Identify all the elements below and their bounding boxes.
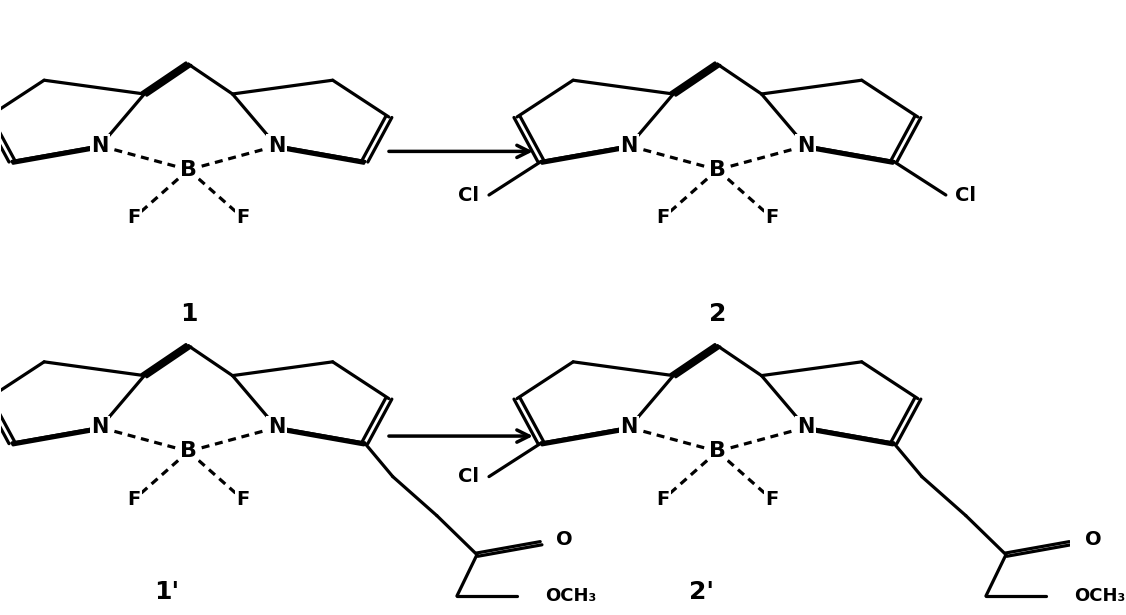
Text: F: F xyxy=(766,490,778,509)
Text: OCH₃: OCH₃ xyxy=(1074,587,1125,605)
Text: N: N xyxy=(620,418,638,437)
Text: F: F xyxy=(656,490,670,509)
Text: N: N xyxy=(797,418,814,437)
Text: Cl: Cl xyxy=(458,467,480,486)
Text: F: F xyxy=(127,490,141,509)
Text: N: N xyxy=(91,418,109,437)
Text: Cl: Cl xyxy=(956,186,976,205)
Text: B: B xyxy=(180,160,197,180)
Text: F: F xyxy=(766,208,778,228)
Text: N: N xyxy=(91,136,109,156)
Text: F: F xyxy=(656,208,670,228)
Text: F: F xyxy=(236,490,250,509)
Text: O: O xyxy=(1084,530,1101,549)
Text: 2: 2 xyxy=(708,301,726,325)
Text: B: B xyxy=(709,442,726,461)
Text: N: N xyxy=(268,136,285,156)
Text: F: F xyxy=(127,208,141,228)
Text: N: N xyxy=(268,418,285,437)
Text: B: B xyxy=(709,160,726,180)
Text: B: B xyxy=(180,442,197,461)
Text: OCH₃: OCH₃ xyxy=(545,587,597,605)
Text: N: N xyxy=(620,136,638,156)
Text: Cl: Cl xyxy=(458,186,480,205)
Text: O: O xyxy=(555,530,572,549)
Text: 2': 2' xyxy=(689,580,714,604)
Text: 1': 1' xyxy=(154,580,180,604)
Text: F: F xyxy=(236,208,250,228)
Text: 1: 1 xyxy=(180,301,197,325)
Text: N: N xyxy=(797,136,814,156)
